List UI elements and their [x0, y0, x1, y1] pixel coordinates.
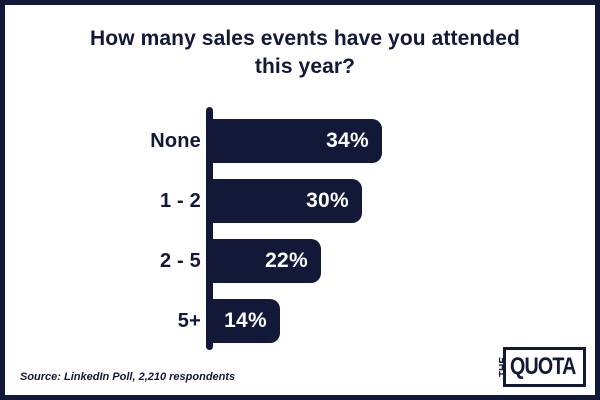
source-attribution: Source: LinkedIn Poll, 2,210 respondents [20, 371, 236, 383]
bar-value-label: 34% [326, 129, 369, 152]
bar: 22% [209, 239, 321, 283]
category-label: 5+ [177, 310, 201, 332]
bar: 30% [209, 179, 362, 223]
bar-value-label: 30% [306, 189, 349, 212]
category-label: None [150, 130, 201, 152]
y-axis-line [206, 107, 213, 350]
logo-quota-text: QUOTA [510, 353, 576, 380]
chart-title: How many sales events have you attended … [90, 27, 520, 78]
logo-the-text: THE [498, 357, 510, 377]
bar-value-label: 14% [224, 309, 267, 332]
bar-row-1-2: 1 - 2 30% [5, 179, 595, 223]
bar: 14% [209, 299, 280, 343]
category-label: 1 - 2 [159, 190, 201, 212]
bar: 34% [209, 119, 382, 163]
the-quota-logo: THE QUOTA [498, 347, 586, 387]
bar-row-5plus: 5+ 14% [5, 299, 595, 343]
bar-value-label: 22% [265, 249, 308, 272]
bar-row-none: None 34% [5, 119, 595, 163]
category-label: 2 - 5 [159, 250, 201, 272]
bar-row-2-5: 2 - 5 22% [5, 239, 595, 283]
